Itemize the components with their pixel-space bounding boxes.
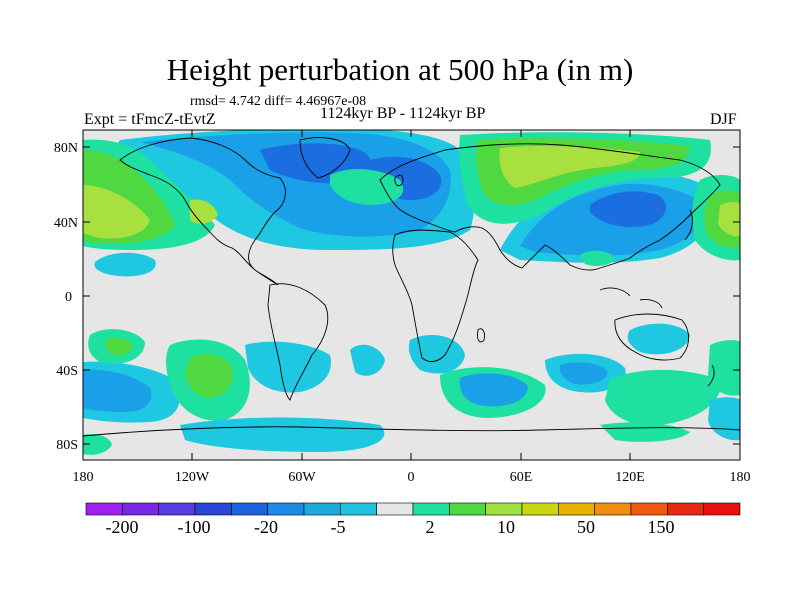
colorbar-swatch [122,502,159,516]
coast-africa [392,229,479,362]
season-label: DJF [710,111,737,128]
colorbar-swatch [521,502,559,516]
contour-sh-blue-aus [559,362,608,385]
colorbar-label-3: -20 [254,517,278,537]
contour-sh-green-southpac [605,369,721,426]
lat-label-40n: 40N [54,216,78,231]
colorbar-swatch [85,502,123,516]
contour-antarctic-green [83,434,112,455]
colorbar-label-8: 150 [648,517,675,537]
colorbar-label-4: -5 [331,517,346,537]
contour-npac-east-yg [718,201,740,237]
lon-label-120e: 120E [615,470,645,485]
colorbar-label-7: 50 [577,517,595,537]
lon-label-0: 0 [408,470,415,485]
colorbar-swatch [267,502,305,516]
latitude-labels: 80N 40N 0 40S 80S [54,141,78,453]
contour-eurasia-yg [499,145,640,188]
contour-sh-blue-pac [83,369,152,412]
contour-trop-lightblue [94,252,156,277]
coast-indonesia [599,287,663,309]
map-plot-area [83,130,740,460]
colorbar-swatch [194,502,232,516]
contour-sh-lightblue-chile [245,341,331,393]
colorbar-swatch [449,502,486,516]
colorbar-labels: -200 -100 -20 -5 2 10 50 150 [106,517,675,537]
colorbar-swatch [667,502,704,516]
contour-trop-green [580,250,615,266]
contour-npac-yg [83,185,150,239]
lon-label-120w: 120W [175,470,210,485]
colorbar-swatch [558,502,595,516]
colorbar-swatch [340,502,377,516]
colorbar-swatch [231,502,268,516]
coast-uk [394,174,404,187]
colorbar-label-5: 2 [426,517,435,537]
coast-newzealand [707,364,715,387]
contour-trop-east-lightblue [627,323,690,355]
contour-antarctic-lightblue [180,417,385,452]
rmsd-stats: rmsd= 4.742 diff= 4.46967e-08 [190,94,367,109]
coast-japan [684,209,693,241]
coastlines [83,137,740,437]
colorbar-swatch [594,502,632,516]
colorbar-swatch [158,502,196,516]
contour-sh-lightblue-safr [408,335,465,374]
colorbar-swatch [485,502,523,516]
colorbar-swatch [630,502,668,516]
contour-sh-lime-mid [185,353,233,398]
coast-north-america [119,137,286,286]
contour-sh-lightblue-atl [350,344,385,376]
longitude-labels: 180 120W 60W 0 60E 120E 180 [73,470,751,485]
contour-nh-blue [140,132,451,237]
lat-label-0: 0 [65,290,72,305]
contour-sh-blue-indian [459,373,528,407]
axis-ticks [83,130,740,460]
contour-atl-green [330,168,404,205]
colorbar-label-1: -200 [106,517,139,537]
colorbar-label-2: -100 [178,517,211,537]
lon-label-60w: 60W [288,470,316,485]
lat-label-40s: 40S [56,364,78,379]
lon-label-180w: 180 [73,470,94,485]
coast-greenland [299,137,351,179]
lat-label-80n: 80N [54,141,78,156]
experiment-label: Expt = tFmcZ-tEvtZ [84,111,216,128]
coast-europe-asia [379,143,721,271]
map-title: Height perturbation at 500 hPa (in m) [166,52,634,87]
contour-sh-lime-pac [105,337,133,356]
colorbar [85,502,741,516]
contour-asia-darkblue [590,191,666,228]
colorbar-label-6: 10 [497,517,515,537]
contour-sh-green-east [708,340,740,396]
colorbar-swatch [376,502,414,516]
lat-label-80s: 80S [56,438,78,453]
coast-antarctica [83,426,740,437]
period-label: 1124kyr BP - 1124kyr BP [320,105,486,122]
colorbar-swatch [412,502,450,516]
lon-label-180e: 180 [730,470,751,485]
coast-south-america [267,283,329,401]
coast-australia [614,313,689,361]
colorbar-swatch [703,502,741,516]
colorbar-swatch [303,502,341,516]
coast-madagascar [477,328,485,343]
lon-label-60e: 60E [510,470,533,485]
